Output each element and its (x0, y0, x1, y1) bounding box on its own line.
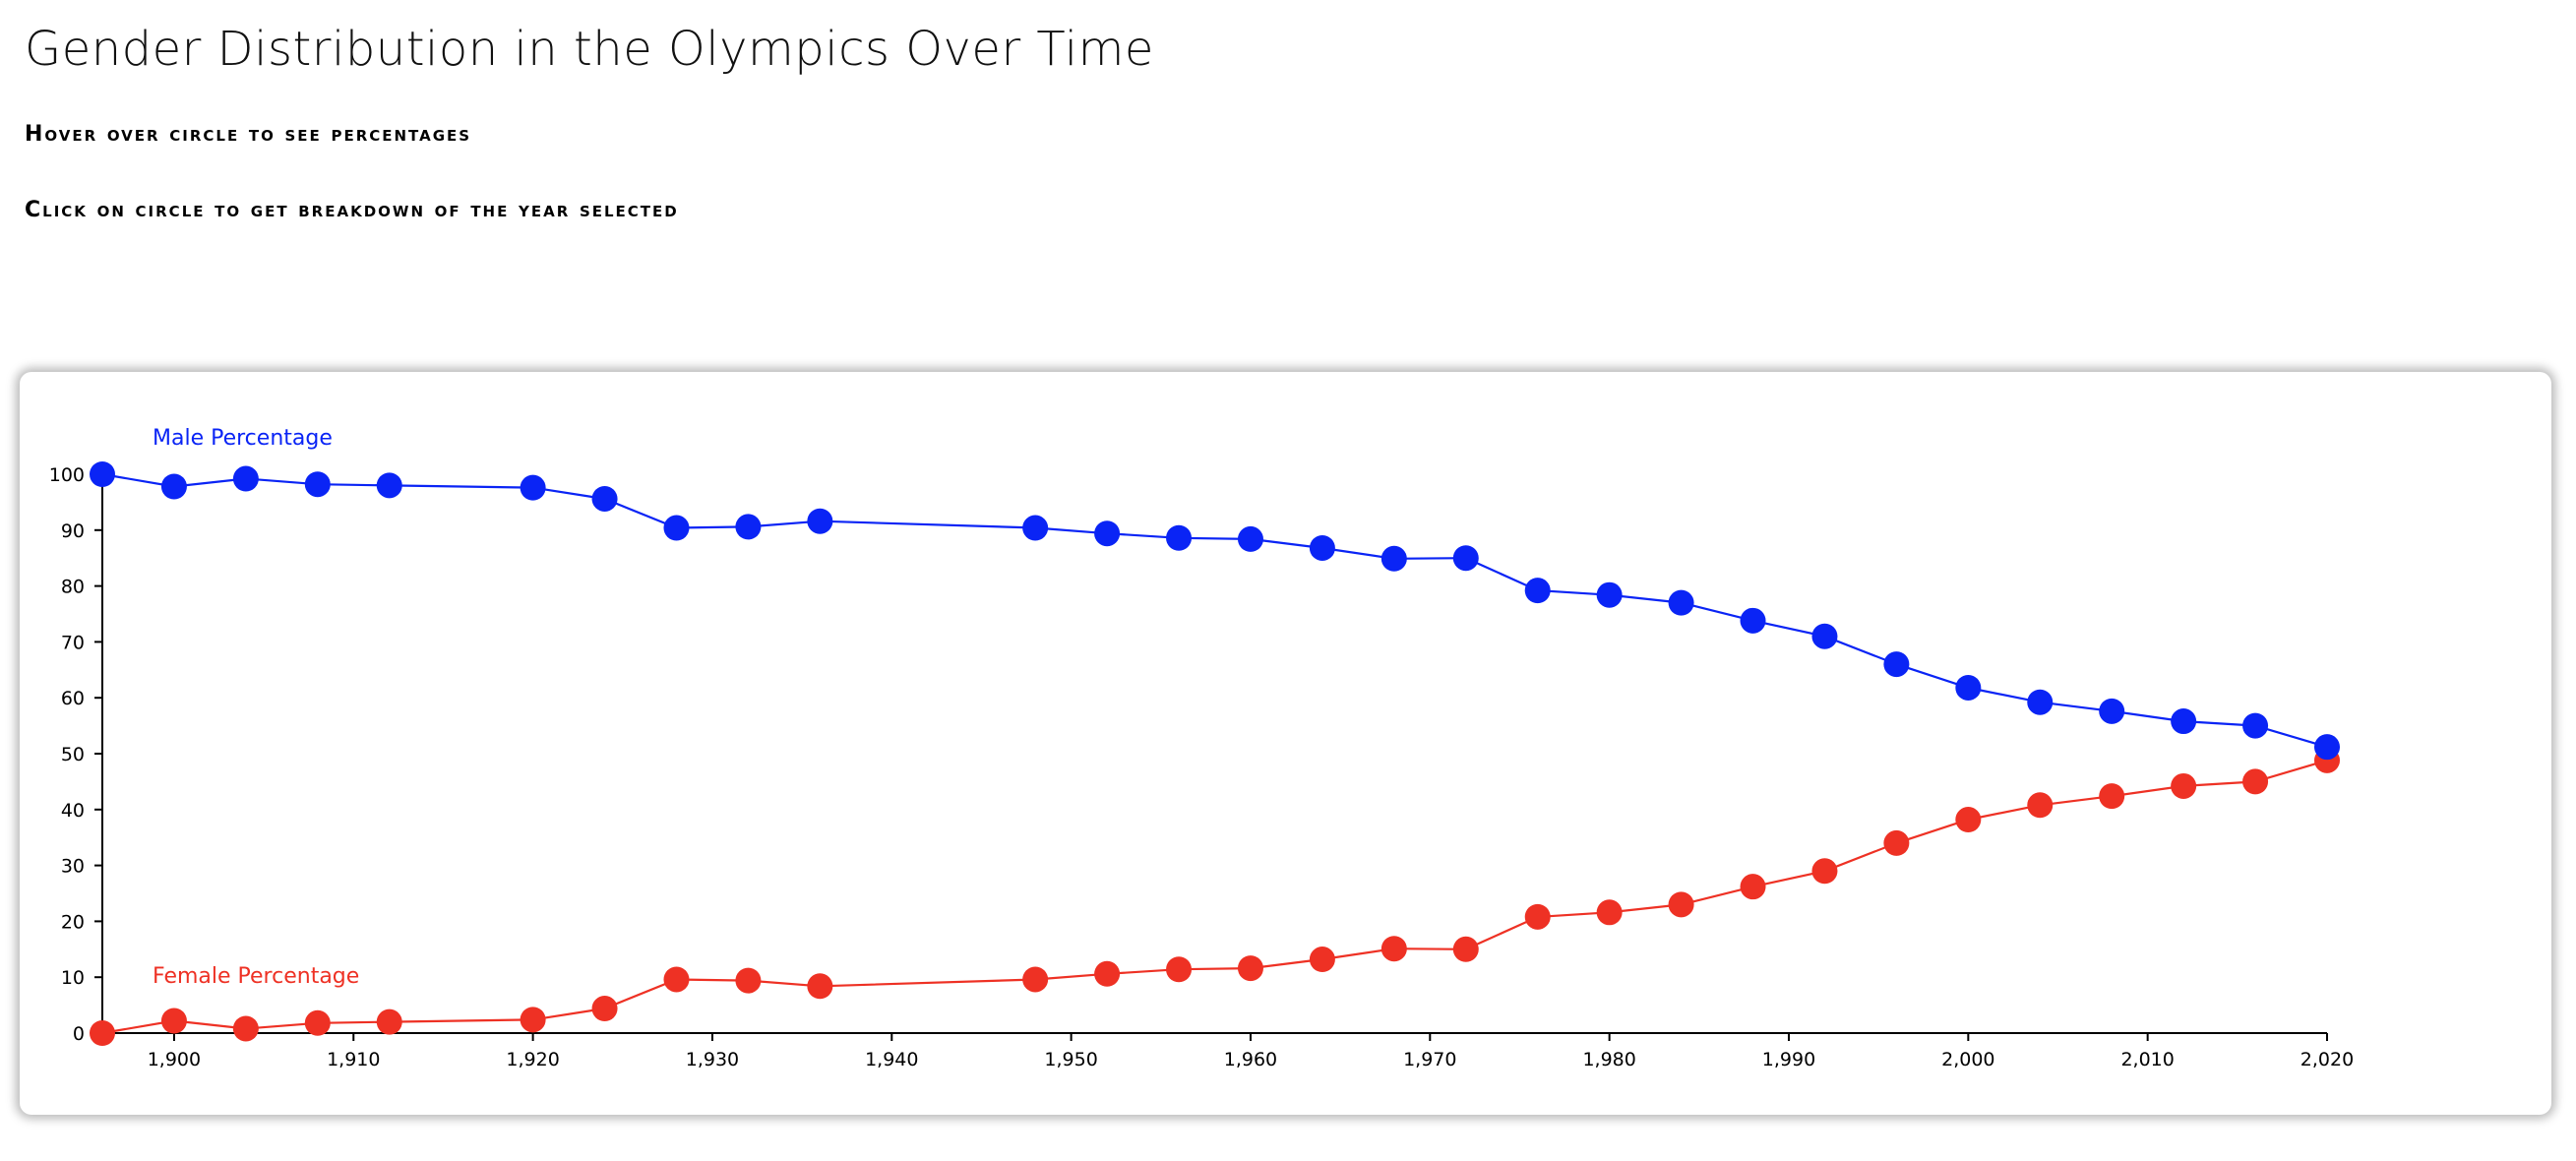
male-point[interactable] (1524, 578, 1551, 604)
male-point[interactable] (1740, 607, 1766, 634)
male-point[interactable] (2171, 708, 2197, 735)
male-point[interactable] (735, 514, 762, 540)
x-tick-label: 2,020 (2300, 1049, 2354, 1070)
male-point[interactable] (376, 472, 402, 499)
series-group (90, 461, 2340, 1046)
female-point[interactable] (1380, 936, 1407, 962)
female-point[interactable] (2027, 792, 2054, 819)
male-point[interactable] (2027, 689, 2054, 715)
male-point[interactable] (1022, 515, 1049, 541)
female-point[interactable] (1524, 903, 1551, 930)
female-point[interactable] (304, 1009, 331, 1036)
y-tick-label: 90 (61, 520, 85, 542)
female-point[interactable] (232, 1015, 259, 1042)
male-point[interactable] (2099, 698, 2125, 724)
y-tick-label: 20 (61, 911, 85, 933)
female-point[interactable] (1166, 956, 1193, 983)
x-tick-label: 1,930 (686, 1049, 739, 1070)
y-tick-label: 0 (73, 1023, 85, 1045)
x-tick-label: 1,980 (1582, 1049, 1635, 1070)
x-tick-label: 2,000 (1941, 1049, 1994, 1070)
female-line (101, 759, 2328, 1035)
male-point[interactable] (1094, 520, 1121, 547)
female-point[interactable] (663, 966, 690, 993)
male-point[interactable] (807, 508, 833, 534)
x-tick-label: 1,950 (1044, 1049, 1097, 1070)
female-point[interactable] (591, 996, 618, 1022)
male-point[interactable] (1883, 651, 1910, 678)
male-point[interactable] (1452, 545, 1479, 572)
male-point[interactable] (1668, 589, 1694, 616)
axes: 0 10 20 30 40 50 60 70 80 90 100 1,900 1,910 1,920 1,9… (49, 464, 2354, 1070)
female-point[interactable] (90, 1020, 115, 1046)
female-point[interactable] (1309, 947, 1335, 973)
chart-card (20, 372, 2551, 1115)
x-tick-label: 1,970 (1403, 1049, 1456, 1070)
female-point[interactable] (735, 967, 762, 994)
y-tick-label: 100 (49, 464, 85, 486)
y-tick-label: 40 (61, 800, 85, 822)
male-point[interactable] (304, 471, 331, 498)
female-point[interactable] (1883, 829, 1910, 856)
y-tick-label: 50 (61, 744, 85, 765)
female-point[interactable] (1740, 874, 1766, 900)
x-tick-label: 1,910 (327, 1049, 380, 1070)
female-point[interactable] (2171, 772, 2197, 799)
click-instruction: Click on circle to get breakdown of the … (25, 198, 679, 222)
female-series-label: Female Percentage (153, 964, 359, 989)
female-point[interactable] (1955, 807, 1982, 833)
female-point[interactable] (1237, 955, 1263, 982)
x-tick-label: 1,990 (1762, 1049, 1815, 1070)
male-point[interactable] (232, 465, 259, 492)
male-series-label: Male Percentage (153, 426, 333, 451)
female-point[interactable] (1022, 966, 1049, 993)
male-point[interactable] (90, 461, 115, 487)
male-point[interactable] (2242, 712, 2269, 739)
male-point[interactable] (160, 473, 187, 500)
x-tick-label: 1,900 (148, 1049, 201, 1070)
male-point[interactable] (1596, 581, 1623, 608)
male-point[interactable] (2314, 734, 2340, 761)
female-point[interactable] (376, 1008, 402, 1035)
female-point[interactable] (160, 1008, 187, 1034)
x-tick-label: 1,960 (1224, 1049, 1277, 1070)
female-point[interactable] (520, 1007, 546, 1033)
female-point[interactable] (2099, 783, 2125, 810)
x-tick-label: 1,940 (865, 1049, 918, 1070)
male-line (101, 472, 2328, 749)
female-point[interactable] (1452, 936, 1479, 962)
male-point[interactable] (1811, 623, 1838, 649)
y-tick-label: 70 (61, 632, 85, 653)
y-tick-label: 80 (61, 577, 85, 598)
male-point[interactable] (1955, 674, 1982, 701)
male-point[interactable] (1309, 534, 1335, 561)
y-tick-label: 30 (61, 856, 85, 878)
female-point[interactable] (807, 973, 833, 1000)
hover-instruction: Hover over circle to see percentages (25, 122, 472, 147)
y-tick-label: 60 (61, 688, 85, 709)
x-tick-label: 2,010 (2120, 1049, 2174, 1070)
male-point[interactable] (520, 474, 546, 501)
female-point[interactable] (2242, 768, 2269, 795)
y-tick-label: 10 (61, 967, 85, 989)
male-point[interactable] (1166, 524, 1193, 551)
male-point[interactable] (591, 485, 618, 512)
page-title: Gender Distribution in the Olympics Over… (25, 22, 1154, 77)
x-tick-label: 1,920 (506, 1049, 559, 1070)
female-point[interactable] (1811, 858, 1838, 885)
female-point[interactable] (1668, 891, 1694, 918)
female-point[interactable] (1094, 960, 1121, 987)
male-point[interactable] (663, 515, 690, 541)
male-point[interactable] (1237, 525, 1263, 552)
male-point[interactable] (1380, 545, 1407, 572)
female-point[interactable] (1596, 899, 1623, 926)
